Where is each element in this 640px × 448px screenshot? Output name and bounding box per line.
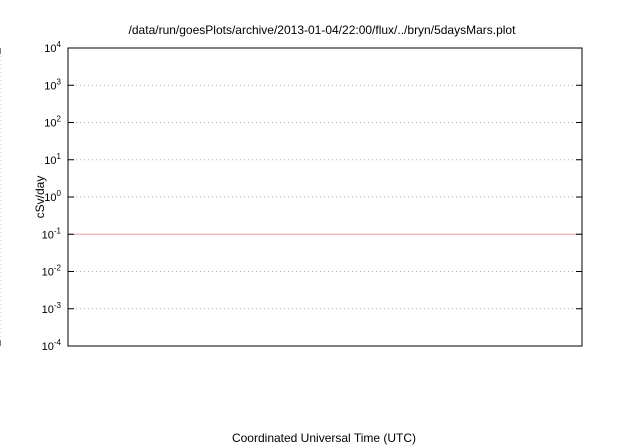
y-tick-base: 10 [44, 192, 56, 204]
chart-title: /data/run/goesPlots/archive/2013-01-04/2… [129, 23, 517, 37]
y-tick-label: 10-1 [42, 226, 62, 241]
y-tick-exponent: -4 [54, 338, 62, 347]
y-tick-label: 101 [44, 152, 61, 167]
y-tick-label: 100 [44, 189, 61, 204]
y-tick-label: 10-3 [42, 301, 62, 316]
y-tick-exponent: 3 [57, 77, 62, 86]
y-tick-exponent: -3 [54, 301, 62, 310]
y-tick-base: 10 [44, 118, 56, 130]
y-axis-label: cSv/day [33, 176, 47, 219]
y-tick-label: 104 [44, 40, 61, 55]
y-tick-base: 10 [42, 267, 54, 279]
y-tick-base: 10 [42, 229, 54, 241]
y-tick-label: 10-4 [42, 338, 62, 353]
y-tick-label: 102 [44, 115, 61, 130]
y-tick-exponent: 0 [57, 189, 62, 198]
y-tick-exponent: -2 [54, 264, 62, 273]
y-tick-base: 10 [42, 341, 54, 353]
y-tick-base: 10 [44, 80, 56, 92]
y-tick-exponent: -1 [54, 226, 62, 235]
y-tick-base: 10 [44, 155, 56, 167]
y-tick-base: 10 [42, 304, 54, 316]
x-axis-label: Coordinated Universal Time (UTC) [232, 431, 416, 445]
y-tick-label: 10-2 [42, 264, 62, 279]
y-tick-exponent: 4 [57, 40, 62, 49]
grid [0, 48, 582, 346]
y-tick-label: 103 [44, 77, 61, 92]
y-tick-exponent: 2 [57, 115, 62, 124]
y-tick-base: 10 [44, 43, 56, 55]
y-tick-exponent: 1 [57, 152, 62, 161]
